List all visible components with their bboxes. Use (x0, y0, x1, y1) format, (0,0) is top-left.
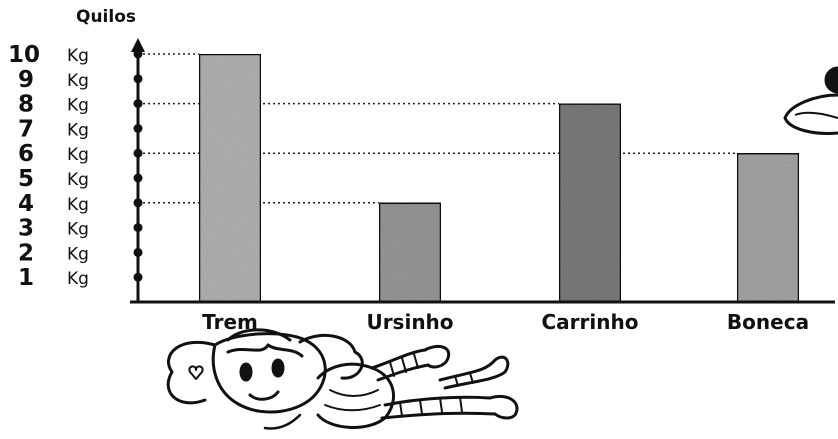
y-tick-7: 7 Kg (18, 116, 143, 142)
x-label-boneca: Boneca (727, 310, 809, 334)
x-label-ursinho: Ursinho (366, 310, 453, 334)
y-tick-1: 1 Kg (18, 265, 143, 291)
y-tick-number: 9 (18, 67, 34, 93)
y-tick-unit: Kg (67, 220, 89, 240)
y-tick-10: 10 Kg (8, 42, 143, 68)
bars (197, 52, 801, 304)
y-tick-4: 4 Kg (18, 191, 143, 217)
y-tick-unit: Kg (67, 120, 89, 140)
y-tick-unit: Kg (67, 269, 89, 289)
doll-illustration (166, 328, 519, 430)
bar-ursinho (377, 201, 443, 304)
bar-carrinho (557, 102, 623, 304)
bar-boneca (735, 151, 801, 304)
y-tick-unit: Kg (67, 195, 89, 215)
y-tick-number: 8 (18, 92, 34, 118)
y-ticks: 1 Kg 2 Kg 3 Kg 4 Kg 5 Kg 6 Kg 7 Kg 8 Kg 9 Kg 10 Kg (8, 42, 143, 291)
x-labels: Trem Ursinho Carrinho Boneca (202, 310, 809, 334)
toy-top-illustration (783, 66, 838, 135)
y-tick-number: 5 (18, 166, 34, 192)
y-tick-8: 8 Kg (18, 92, 143, 118)
bar-trem (197, 52, 263, 304)
y-axis-arrow (131, 38, 145, 52)
y-tick-number: 4 (18, 191, 34, 217)
y-tick-unit: Kg (67, 145, 89, 165)
y-tick-number: 3 (18, 216, 34, 242)
y-tick-dot (133, 272, 143, 282)
y-tick-dot (133, 49, 143, 59)
y-axis-title: Quilos (76, 7, 136, 27)
y-tick-unit: Kg (67, 71, 89, 91)
y-tick-5: 5 Kg (18, 166, 143, 192)
y-tick-unit: Kg (67, 96, 89, 116)
y-tick-3: 3 Kg (18, 216, 143, 242)
y-tick-dot (133, 99, 143, 109)
y-tick-dot (133, 123, 143, 133)
y-tick-dot (133, 148, 143, 158)
y-tick-unit: Kg (67, 46, 89, 66)
y-tick-dot (133, 223, 143, 233)
y-tick-number: 2 (18, 240, 34, 266)
y-tick-dot (133, 74, 143, 84)
y-tick-dot (133, 173, 143, 183)
y-tick-number: 6 (18, 141, 34, 167)
y-tick-6: 6 Kg (18, 141, 143, 167)
y-tick-dot (133, 198, 143, 208)
y-tick-9: 9 Kg (18, 67, 143, 93)
y-tick-dot (133, 247, 143, 257)
y-tick-unit: Kg (67, 170, 89, 190)
y-tick-number: 7 (18, 116, 34, 142)
y-tick-2: 2 Kg (18, 240, 143, 266)
y-tick-number: 10 (8, 42, 40, 68)
y-tick-unit: Kg (67, 244, 89, 264)
y-tick-number: 1 (18, 265, 34, 291)
x-label-carrinho: Carrinho (542, 310, 639, 334)
